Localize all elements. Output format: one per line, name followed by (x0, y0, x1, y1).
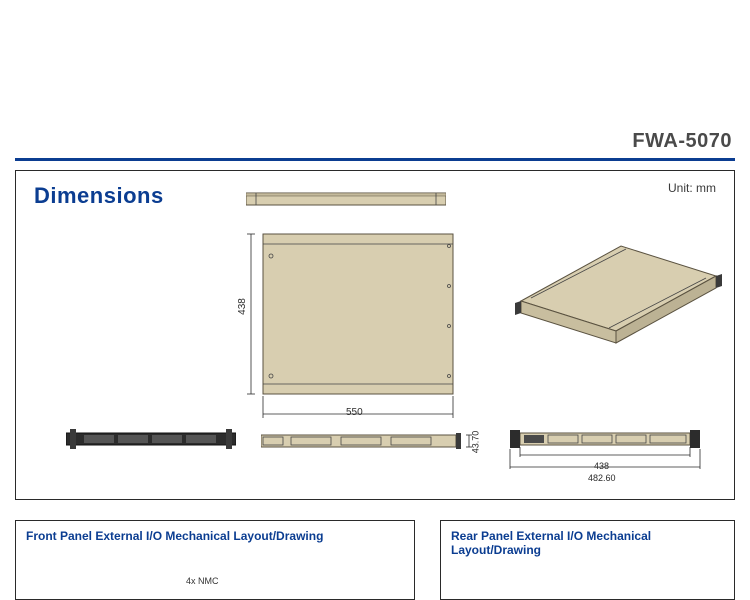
dimensions-panel: Dimensions Unit: mm 438 550 (15, 170, 735, 500)
top-view-depth-label: 438 (237, 298, 248, 315)
rear-outer-width-label: 482.60 (588, 473, 616, 483)
rear-panel-heading: Rear Panel External I/O Mechanical Layou… (441, 521, 734, 557)
front-render (66, 429, 236, 449)
front-profile-height-label: 43.70 (470, 431, 480, 454)
rear-panel-section: Rear Panel External I/O Mechanical Layou… (440, 520, 735, 600)
dimensions-heading: Dimensions (34, 183, 164, 209)
side-view-top (246, 191, 446, 209)
top-view (241, 226, 471, 436)
rear-inner-width-label: 438 (594, 461, 609, 471)
rear-render (506, 427, 716, 479)
page-title: FWA-5070 (632, 130, 732, 153)
title-rule (15, 158, 735, 161)
front-panel-section: Front Panel External I/O Mechanical Layo… (15, 520, 415, 600)
front-profile (261, 429, 481, 455)
front-panel-nmc-label: 4x NMC (186, 576, 219, 586)
front-panel-heading: Front Panel External I/O Mechanical Layo… (16, 521, 414, 543)
isometric-view (491, 231, 726, 371)
top-view-width-label: 550 (346, 407, 363, 418)
unit-label: Unit: mm (668, 181, 716, 195)
